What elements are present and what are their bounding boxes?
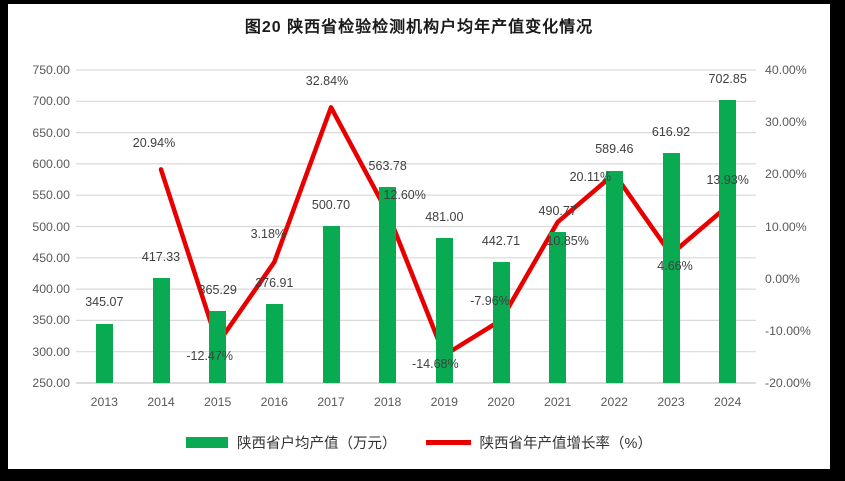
legend-line-label: 陕西省年产值增长率（%） <box>479 436 652 452</box>
bar-2013 <box>95 323 113 383</box>
line-value-label: 20.94% <box>132 136 176 151</box>
bar-value-label: 376.91 <box>255 275 294 290</box>
x-axis-label-2022: 2022 <box>600 395 629 409</box>
plot-area: 345.07 417.33 365.29 376.91 500.70 563.78 481.… <box>76 69 756 384</box>
legend-bar-swatch-icon <box>186 437 229 448</box>
line-value-label: 32.84% <box>305 74 349 89</box>
legend-line-swatch-icon <box>425 440 471 445</box>
x-axis-label-2017: 2017 <box>317 395 345 409</box>
bar-value-label: 563.78 <box>368 158 407 173</box>
x-axis-label-2023: 2023 <box>657 395 685 409</box>
bar-2023 <box>662 153 680 383</box>
x-axis-label-2013: 2013 <box>90 395 119 409</box>
bar-value-label: 702.85 <box>708 71 747 86</box>
bar-value-label: 616.92 <box>651 125 691 140</box>
left-axis-tick-label: 750.00 <box>32 63 70 77</box>
x-axis-label-2019: 2019 <box>430 395 459 409</box>
line-value-label: 10.85% <box>546 234 589 249</box>
right-axis-tick-label: 20.00% <box>765 167 807 182</box>
legend: 陕西省户均产值（万元） 陕西省年产值增长率（%） <box>8 432 830 453</box>
bar-2022 <box>605 170 623 383</box>
bar-value-label: 589.46 <box>595 142 634 157</box>
bar-2016 <box>265 303 283 383</box>
bar-2024 <box>719 99 737 383</box>
line-value-label: -7.96% <box>470 294 510 309</box>
bar-value-label: 500.70 <box>311 198 351 213</box>
line-value-label: 4.66% <box>657 259 693 274</box>
x-axis-label-2014: 2014 <box>147 395 175 409</box>
left-axis-tick-label: 250.00 <box>32 376 70 390</box>
bar-2017 <box>322 226 340 383</box>
bar-2015 <box>209 310 227 383</box>
right-axis-tick-label: 10.00% <box>765 219 807 234</box>
x-axis-label-2018: 2018 <box>373 395 402 409</box>
line-value-label: -14.68% <box>412 357 459 372</box>
x-axis-label-2024: 2024 <box>713 395 742 409</box>
right-axis-tick-label: 30.00% <box>765 115 807 130</box>
left-axis-tick-label: 350.00 <box>32 313 70 328</box>
x-axis-label-2020: 2020 <box>487 395 515 409</box>
bar-value-label: 442.71 <box>481 234 521 249</box>
bar-2020 <box>492 262 510 383</box>
chart-title: 图20 陕西省检验检测机构户均年产值变化情况 <box>244 19 594 36</box>
bar-value-label: 345.07 <box>85 295 124 310</box>
line-value-label: 12.60% <box>383 187 426 202</box>
bar-value-label: 490.77 <box>538 204 577 219</box>
left-axis-tick-label: 500.00 <box>32 219 70 234</box>
bar-value-label: 417.33 <box>141 250 181 265</box>
x-axis-label-2021: 2021 <box>543 395 572 409</box>
right-axis-tick-label: -10.00% <box>765 323 811 338</box>
gridlines-and-line-svg <box>76 69 756 384</box>
right-axis-tick-label: 40.00% <box>765 63 807 77</box>
bar-2018 <box>379 186 397 383</box>
bar-2021 <box>549 232 567 383</box>
bar-2014 <box>152 278 170 383</box>
line-value-label: 20.11% <box>569 169 612 184</box>
left-axis-tick-label: 550.00 <box>32 188 70 203</box>
bar-value-label: 481.00 <box>425 210 464 225</box>
x-axis-label-2015: 2015 <box>203 395 232 409</box>
bar-2019 <box>435 238 453 383</box>
right-axis-tick-label: -20.00% <box>765 376 811 390</box>
left-axis-tick-label: 600.00 <box>32 156 70 171</box>
left-axis-tick-label: 700.00 <box>32 94 70 109</box>
right-axis-tick-label: 0.00% <box>765 271 800 286</box>
left-axis-tick-label: 450.00 <box>32 250 70 265</box>
left-axis-tick-label: 400.00 <box>32 282 70 297</box>
legend-bar-label: 陕西省户均产值（万元） <box>237 436 397 452</box>
line-value-label: 13.93% <box>706 172 749 187</box>
left-axis-tick-label: 300.00 <box>32 344 70 359</box>
chart-canvas: 图20 陕西省检验检测机构户均年产值变化情况 250.00 300.00 350.0… <box>8 4 830 469</box>
left-axis-tick-label: 650.00 <box>32 125 70 140</box>
bar-value-label: 365.29 <box>198 282 237 297</box>
x-axis-label-2016: 2016 <box>260 395 289 409</box>
line-value-label: -12.47% <box>186 348 233 363</box>
line-value-label: 3.18% <box>250 227 287 242</box>
